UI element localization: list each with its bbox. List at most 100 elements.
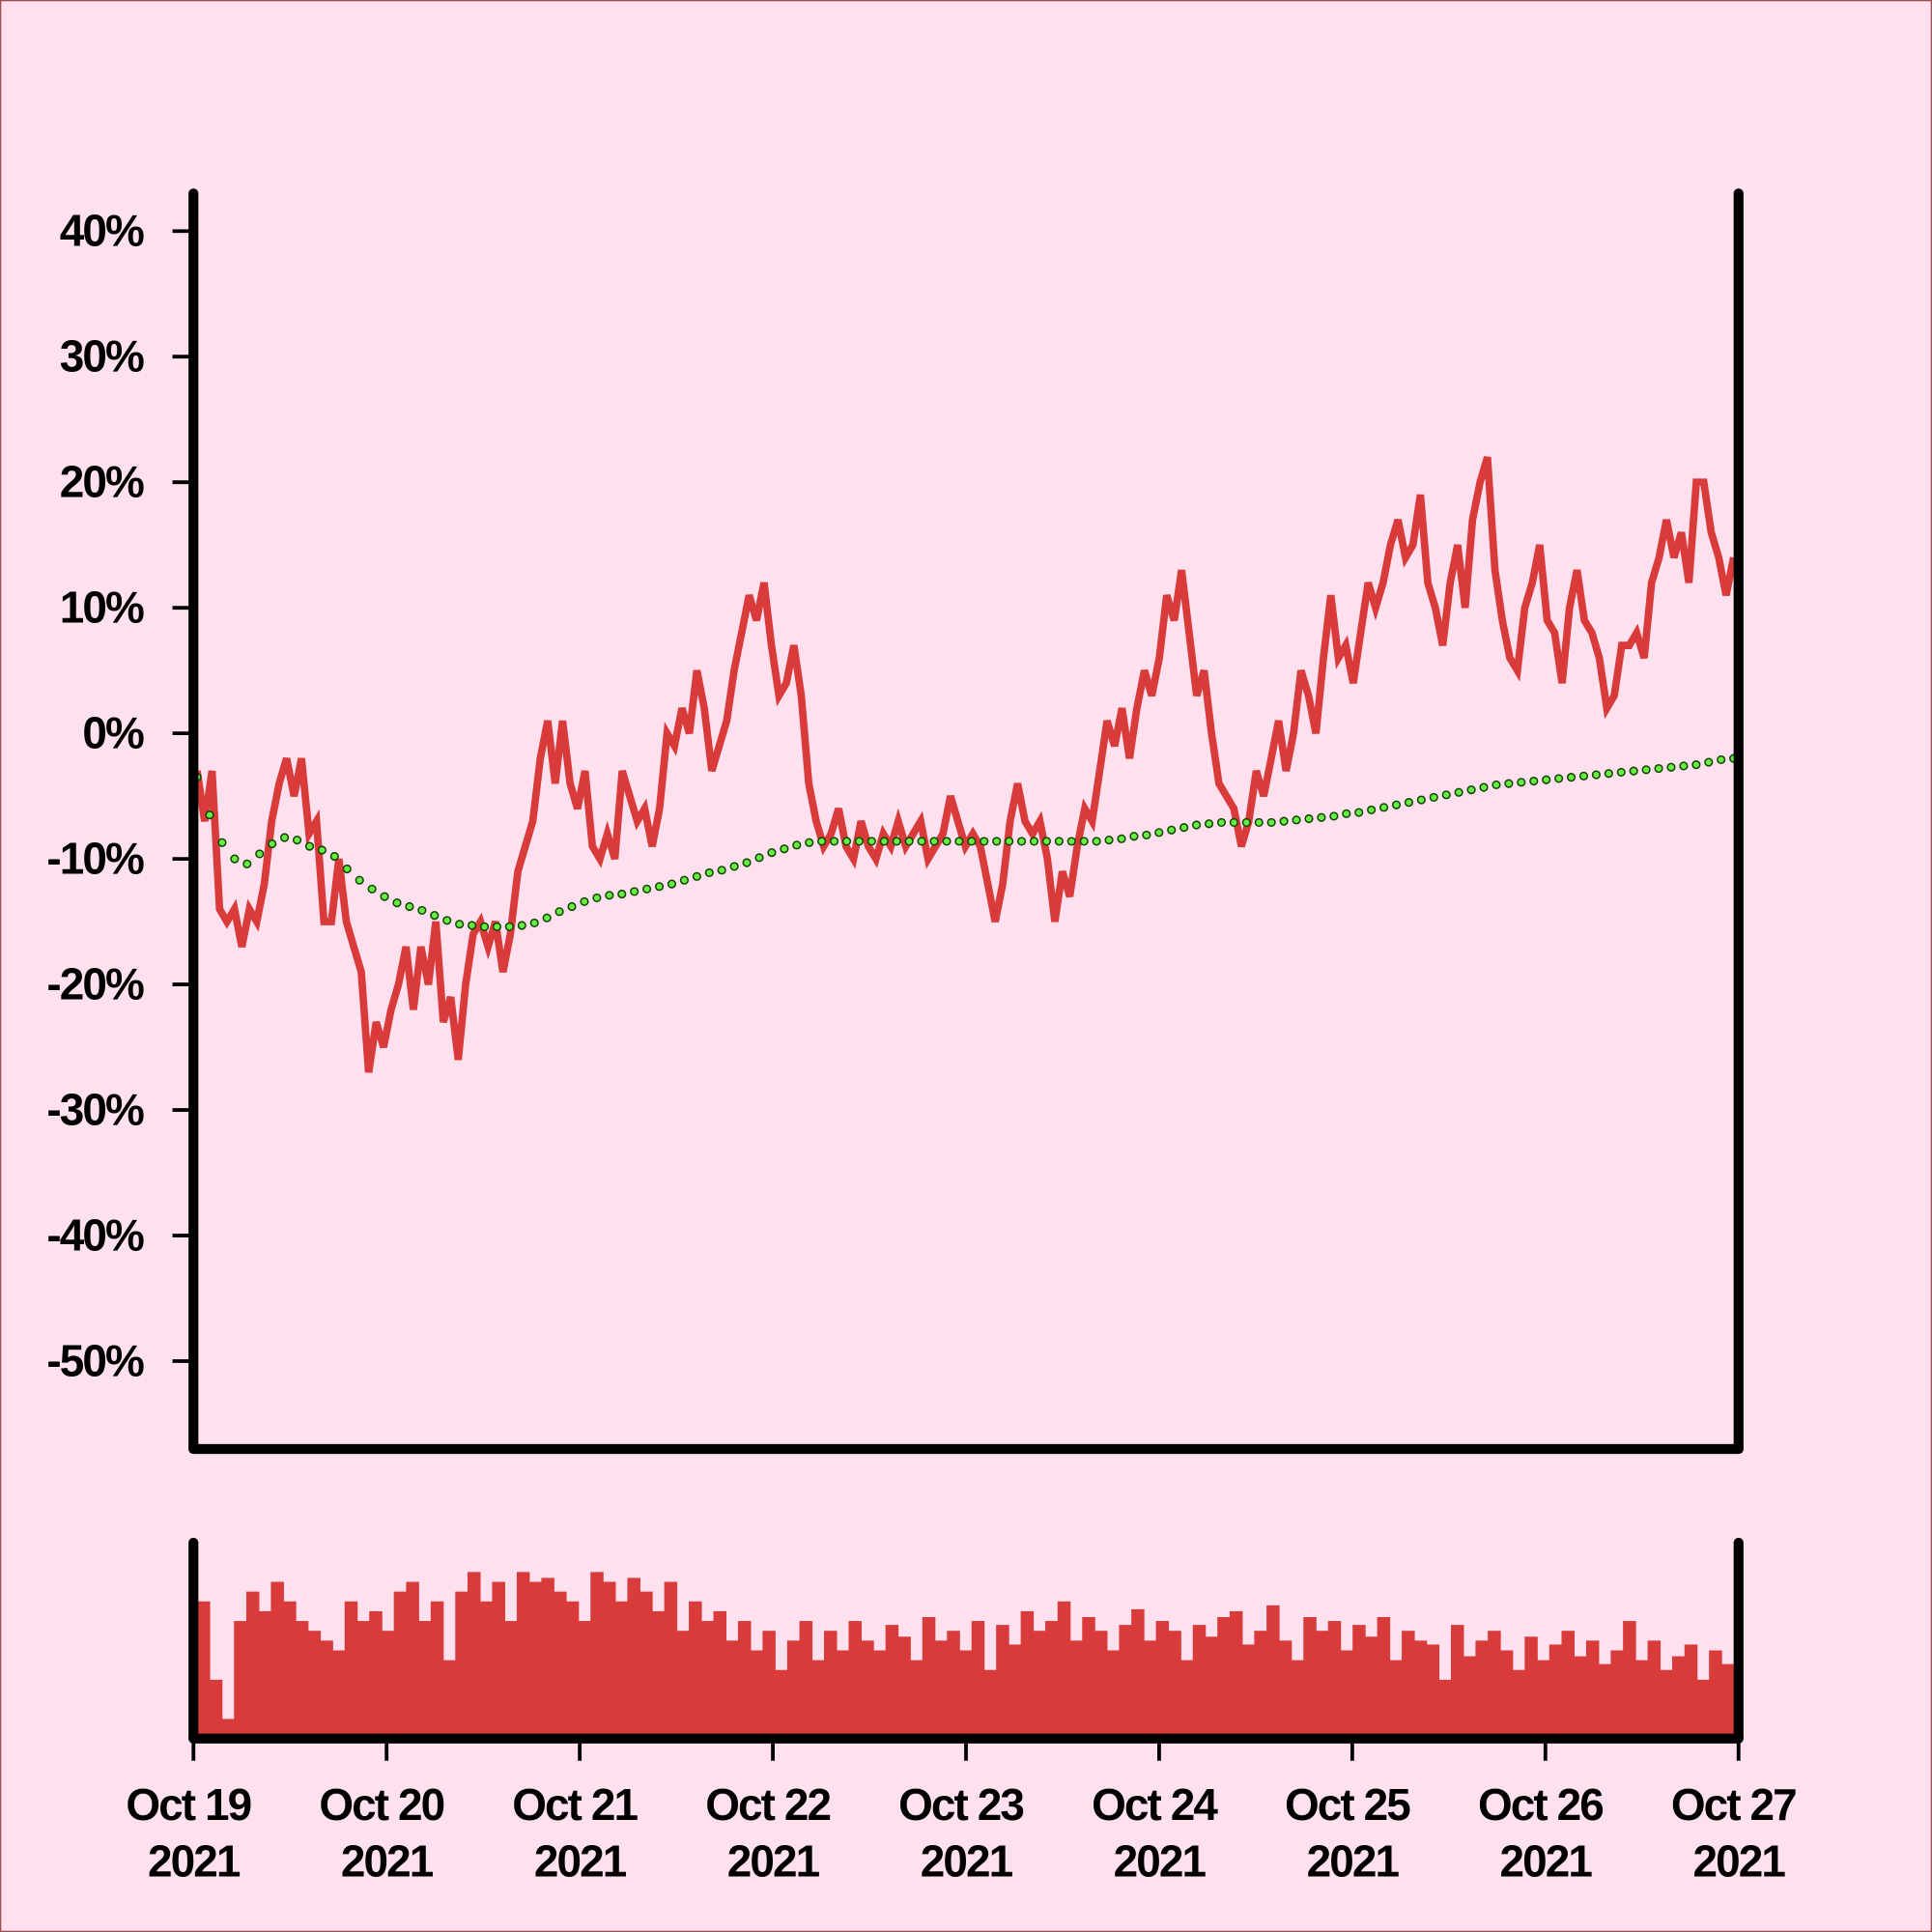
volume-bar (775, 1669, 788, 1739)
volume-bar (442, 1660, 457, 1739)
volume-bar (1512, 1669, 1526, 1739)
volume-bar (614, 1601, 629, 1739)
volume-bar (1524, 1636, 1538, 1739)
moving-average-dot (1454, 787, 1463, 797)
moving-average-dot (954, 837, 964, 846)
volume-bar (307, 1631, 322, 1739)
volume-bar (1180, 1660, 1194, 1739)
volume-bar (1020, 1610, 1035, 1739)
volume-bar (664, 1581, 678, 1739)
volume-bar (1241, 1644, 1256, 1739)
volume-bar (786, 1640, 801, 1739)
moving-average-dot (780, 844, 789, 854)
volume-bar (1537, 1660, 1550, 1739)
moving-average-dot (1066, 837, 1076, 846)
volume-bar (320, 1640, 333, 1739)
moving-average-dot (1104, 836, 1114, 845)
moving-average-dot (1079, 837, 1089, 846)
moving-average-dot (592, 893, 602, 903)
volume-bar (270, 1581, 284, 1739)
moving-average-dot (1441, 790, 1451, 800)
moving-average-dot (317, 845, 327, 855)
moving-average-dot (1616, 767, 1626, 778)
moving-average-dot (1041, 837, 1052, 846)
y-tick-label: -40% (46, 1209, 144, 1260)
moving-average-dot (704, 867, 714, 878)
volume-bar (528, 1581, 543, 1739)
volume-bar (1647, 1640, 1662, 1739)
volume-bar (1402, 1631, 1415, 1739)
moving-average-dot (1717, 754, 1726, 765)
moving-average-dot (1204, 819, 1214, 829)
volume-bar (1413, 1640, 1428, 1739)
volume-bar (983, 1669, 997, 1739)
volume-bar (1254, 1631, 1267, 1739)
moving-average-dot (1329, 811, 1339, 821)
moving-average-dot (517, 921, 526, 930)
volume-bar (1106, 1650, 1121, 1739)
volume-bar (1720, 1663, 1735, 1739)
volume-bar (627, 1577, 640, 1739)
moving-average-dot (1304, 813, 1314, 824)
volume-bar (1082, 1617, 1095, 1739)
volume-bar (934, 1640, 949, 1739)
volume-bar (541, 1577, 554, 1739)
moving-average-dot (355, 875, 364, 885)
moving-average-dot (1504, 779, 1514, 788)
volume-bar (504, 1621, 518, 1739)
volume-bar (1438, 1679, 1452, 1739)
volume-bar (1069, 1640, 1084, 1739)
moving-average-dot (967, 837, 977, 846)
volume-bar (1574, 1656, 1587, 1739)
moving-average-dot (1679, 761, 1689, 771)
volume-bar (245, 1591, 260, 1739)
volume-bar (197, 1601, 211, 1739)
volume-bar (406, 1581, 419, 1739)
moving-average-dot (1566, 773, 1577, 782)
volume-bar (1143, 1640, 1157, 1739)
y-tick-label: 30% (60, 331, 144, 382)
volume-bar (418, 1621, 432, 1739)
moving-average-dot (1029, 837, 1039, 846)
volume-bar (762, 1631, 776, 1739)
moving-average-dot (867, 837, 876, 846)
moving-average-dot (1005, 837, 1014, 846)
volume-bar (1094, 1631, 1108, 1739)
moving-average-dot (1117, 834, 1126, 843)
volume-bar (1598, 1663, 1612, 1739)
moving-average-dot (1629, 766, 1638, 776)
moving-average-dot (879, 837, 889, 846)
moving-average-dot (1466, 785, 1476, 795)
moving-average-dot (292, 836, 302, 845)
moving-average-dot (1492, 780, 1501, 790)
volume-bar (1168, 1631, 1181, 1739)
moving-average-dot (230, 854, 240, 864)
moving-average-dot (380, 892, 389, 901)
moving-average-dot (1704, 757, 1714, 767)
volume-bar (554, 1591, 567, 1739)
moving-average-dot (1154, 828, 1164, 838)
moving-average-dot (1054, 837, 1064, 846)
volume-bar (1340, 1650, 1353, 1739)
volume-bar (1217, 1617, 1231, 1739)
volume-bar (516, 1572, 530, 1739)
moving-average-dot (1092, 837, 1101, 846)
moving-average-dot (1591, 770, 1601, 780)
moving-average-dot (242, 859, 252, 868)
moving-average-dot (792, 840, 802, 850)
y-tick-label: -30% (46, 1084, 144, 1134)
moving-average-dot (504, 922, 514, 931)
moving-average-dot (717, 866, 726, 875)
moving-average-dot (1167, 825, 1177, 835)
volume-bar (1696, 1679, 1710, 1739)
volume-bar (700, 1621, 715, 1739)
volume-bar (1033, 1631, 1046, 1739)
moving-average-dot (1266, 817, 1276, 828)
volume-bar (872, 1650, 887, 1739)
moving-average-dot (1654, 763, 1663, 774)
volume-bar (1623, 1621, 1636, 1739)
volume-bar (258, 1610, 272, 1739)
volume-bar (1660, 1669, 1673, 1739)
moving-average-dot (1429, 792, 1438, 803)
moving-average-dot (1391, 800, 1402, 810)
